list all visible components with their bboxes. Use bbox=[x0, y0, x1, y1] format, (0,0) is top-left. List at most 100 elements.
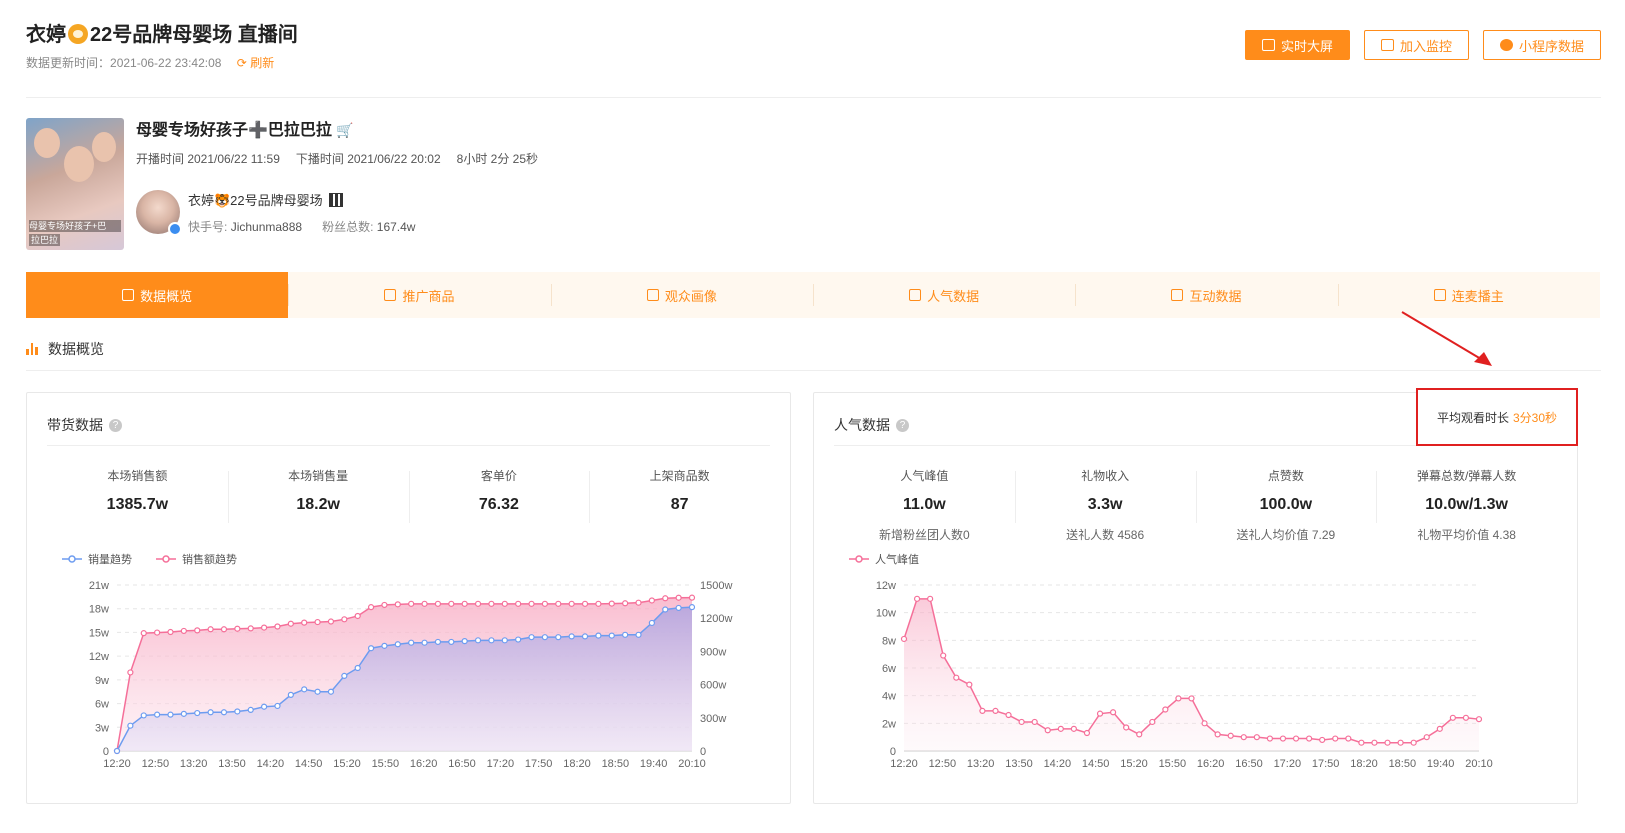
avg-watch-value: 3分30秒 bbox=[1512, 410, 1558, 425]
sales-volume-point bbox=[327, 688, 335, 695]
x-tick-label: 14:20 bbox=[257, 758, 285, 770]
sales-amount-point bbox=[568, 600, 575, 607]
sales-amount-point bbox=[180, 627, 187, 635]
sales-volume-point bbox=[568, 633, 575, 640]
kuaishou-id-label: 快手号: bbox=[188, 220, 228, 234]
x-tick-label: 16:50 bbox=[448, 758, 476, 770]
x-tick-label: 18:20 bbox=[1350, 758, 1378, 770]
divider bbox=[47, 445, 770, 446]
popularity-area bbox=[904, 598, 1479, 751]
duration: 8小时 2分 25秒 bbox=[456, 152, 539, 166]
mini-program-label: 小程序数据 bbox=[1518, 38, 1584, 54]
popularity-point bbox=[1449, 714, 1456, 721]
x-tick-label: 17:50 bbox=[525, 758, 553, 770]
sales-volume-area bbox=[117, 607, 692, 751]
sales-volume-point bbox=[421, 639, 428, 646]
anchor-name-text: 衣婷🐯22号品牌母婴场 bbox=[188, 193, 323, 208]
sales-volume-point bbox=[394, 641, 401, 648]
tab-bar: 数据概览 推广商品 观众画像 人气数据 互动数据 连麦播主 bbox=[26, 272, 1600, 318]
fans-count-value: 167.4w bbox=[376, 220, 416, 234]
x-tick-label: 17:20 bbox=[1274, 758, 1302, 770]
y-tick-label: 4w bbox=[882, 691, 896, 703]
title-suffix: 22号品牌母婴场 直播间 bbox=[90, 24, 298, 46]
legend-label: 人气峰值 bbox=[875, 552, 919, 566]
sales-volume-point bbox=[662, 606, 669, 613]
y-tick-label: 2w bbox=[882, 718, 896, 730]
sales-amount-point bbox=[381, 601, 388, 609]
metric-gift-income: 礼物收入 3.3w 送礼人数 4586 bbox=[1014, 467, 1196, 543]
sales-amount-point bbox=[154, 629, 161, 636]
sales-amount-point bbox=[488, 600, 495, 607]
x-tick-label: 13:50 bbox=[218, 758, 246, 770]
help-icon[interactable]: ? bbox=[896, 418, 909, 432]
popularity-point bbox=[1279, 735, 1287, 742]
mini-program-button[interactable]: 小程序数据 bbox=[1482, 30, 1601, 60]
update-label: 数据更新时间： bbox=[26, 56, 111, 70]
legend-marker bbox=[68, 555, 76, 563]
popularity-point bbox=[1031, 718, 1038, 726]
refresh-button[interactable]: ⟳ 刷新 bbox=[236, 56, 275, 70]
metric-value: 11.0w bbox=[903, 496, 946, 513]
popularity-point bbox=[1057, 725, 1064, 732]
y-right-tick-label: 0 bbox=[700, 746, 706, 758]
popularity-point bbox=[1475, 716, 1483, 723]
legend-marker bbox=[855, 555, 863, 563]
x-tick-label: 15:20 bbox=[333, 758, 361, 770]
metric-sales-amount: 本场销售额 1385.7w bbox=[47, 467, 228, 514]
tab-audience-label: 观众画像 bbox=[664, 288, 717, 304]
sales-volume-point bbox=[113, 747, 121, 755]
tab-products[interactable]: 推广商品 bbox=[288, 272, 550, 318]
sales-card: 带货数据? 本场销售额 1385.7w 本场销售量 18.2w 客单价 76.32 上… bbox=[26, 392, 791, 804]
popularity-point bbox=[966, 681, 973, 688]
y-tick-label: 15w bbox=[89, 627, 109, 639]
tab-overview[interactable]: 数据概览 bbox=[26, 272, 289, 318]
avatar[interactable] bbox=[136, 190, 182, 236]
add-monitor-button[interactable]: 加入监控 bbox=[1363, 30, 1469, 60]
sales-amount-point bbox=[648, 597, 655, 604]
tiger-emoji-icon bbox=[68, 24, 88, 44]
sales-volume-point bbox=[528, 634, 535, 641]
qr-code-icon[interactable] bbox=[328, 192, 343, 207]
tab-audience[interactable]: 观众画像 bbox=[550, 272, 813, 318]
sales-volume-point bbox=[207, 709, 214, 716]
popularity-point bbox=[1083, 729, 1091, 737]
sales-amount-point bbox=[207, 626, 214, 633]
x-tick-label: 17:20 bbox=[487, 758, 515, 770]
monitor-icon bbox=[1380, 39, 1394, 51]
popularity-point bbox=[1201, 720, 1208, 727]
sales-amount-point bbox=[260, 624, 268, 631]
tab-popularity[interactable]: 人气数据 bbox=[812, 272, 1075, 318]
tab-co-host[interactable]: 连麦播主 bbox=[1337, 272, 1600, 318]
popularity-card: 人气数据? 人气峰值 11.0w 新增粉丝团人数0 礼物收入 3.3w 送礼人数 458… bbox=[813, 392, 1578, 804]
sales-volume-point bbox=[608, 632, 615, 639]
cart-icon: 🛒 bbox=[335, 122, 354, 138]
popularity-point bbox=[1253, 734, 1260, 741]
x-tick-label: 18:50 bbox=[602, 758, 630, 770]
sales-trend-chart[interactable]: 销量趋势 销售额趋势 0 3w 6w 9w 12w 15w 18w 21w 0 300w 600w 900… bbox=[27, 543, 792, 793]
tab-popularity-label: 人气数据 bbox=[927, 288, 980, 304]
x-tick-label: 19:40 bbox=[640, 758, 668, 770]
tab-interaction[interactable]: 互动数据 bbox=[1075, 272, 1337, 318]
popularity-trend-chart[interactable]: 人气峰值 0 2w 4w 6w 8w 10w 12w 12:20 12:50 13:20 13:50 1… bbox=[814, 543, 1579, 793]
x-tick-label: 12:50 bbox=[142, 758, 170, 770]
sales-volume-point bbox=[595, 632, 602, 639]
metric-value: 18.2w bbox=[296, 496, 340, 513]
x-tick-label: 12:20 bbox=[890, 758, 918, 770]
live-cover-image[interactable]: 母婴专场好孩子+巴 拉巴拉 bbox=[26, 118, 124, 250]
sales-amount-point bbox=[408, 600, 415, 607]
legend-label: 销量趋势 bbox=[88, 552, 132, 566]
y-tick-label: 12w bbox=[89, 651, 109, 663]
sales-volume-point bbox=[675, 604, 682, 612]
help-icon[interactable]: ? bbox=[109, 418, 122, 432]
sales-volume-point bbox=[501, 637, 508, 644]
sales-volume-point bbox=[301, 686, 308, 693]
refresh-label: 刷新 bbox=[250, 56, 275, 70]
metric-sales-volume: 本场销售量 18.2w bbox=[227, 467, 409, 523]
popularity-point bbox=[1175, 695, 1182, 702]
x-tick-label: 15:50 bbox=[372, 758, 400, 770]
sales-volume-point bbox=[474, 637, 482, 644]
realtime-screen-button[interactable]: 实时大屏 bbox=[1244, 30, 1350, 60]
sales-amount-point bbox=[394, 601, 401, 608]
sales-metrics: 本场销售额 1385.7w 本场销售量 18.2w 客单价 76.32 上架商品数 87 bbox=[47, 467, 770, 523]
